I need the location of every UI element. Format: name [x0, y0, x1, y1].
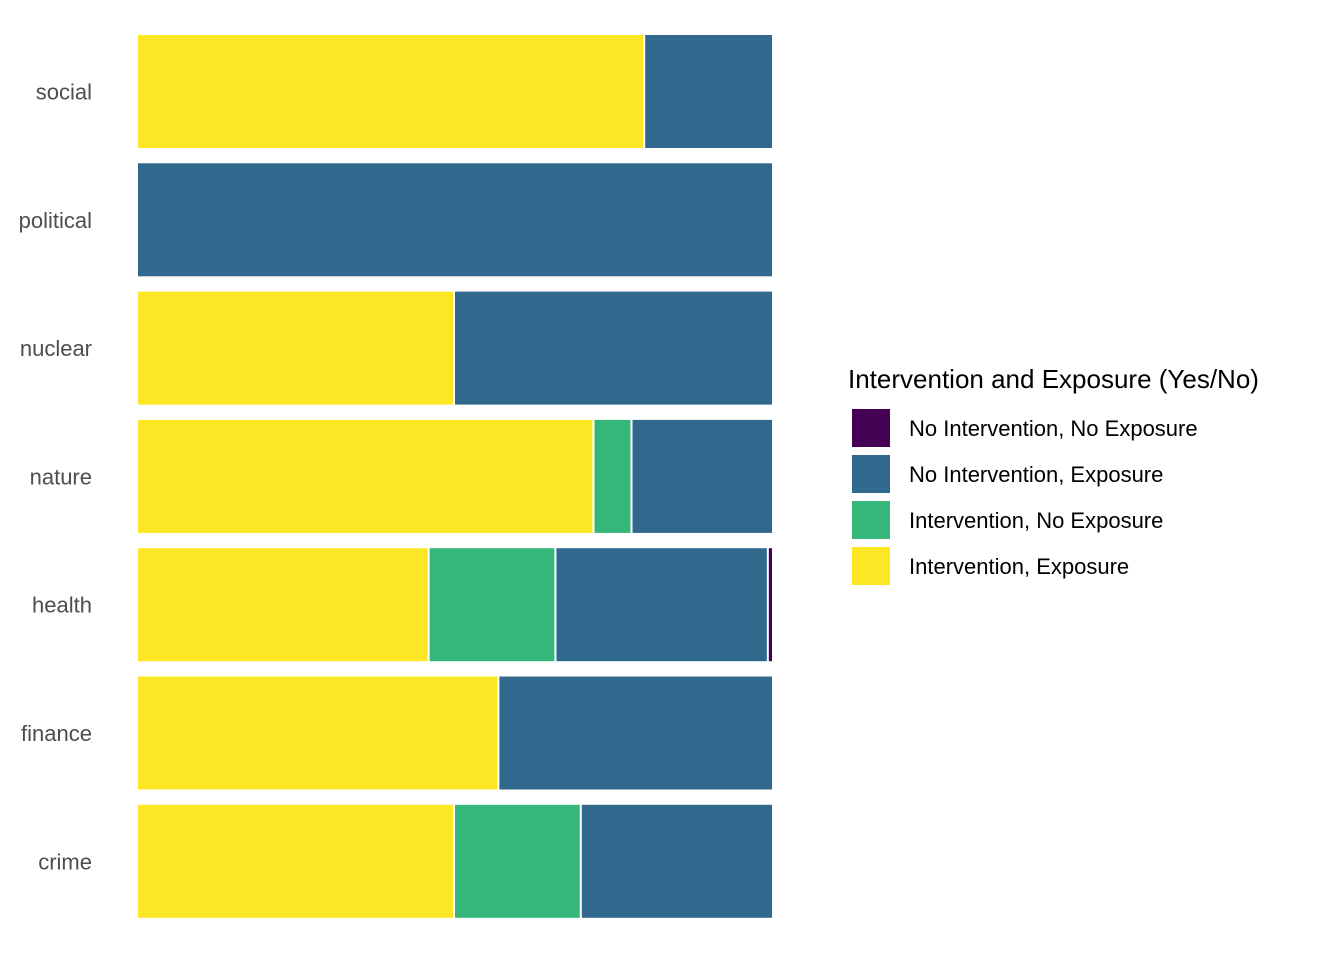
legend-label-1: No Intervention, No Exposure [909, 416, 1198, 441]
y-tick-label-political: political [19, 208, 92, 233]
legend-title: Intervention and Exposure (Yes/No) [848, 364, 1259, 394]
bar-nature-no-intervention-exposure [632, 419, 772, 533]
bar-social-no-intervention-exposure [645, 35, 772, 148]
bar-social-intervention-exposure [138, 35, 644, 148]
legend-key-2 [852, 455, 890, 493]
bar-finance-intervention-exposure [138, 676, 498, 790]
bar-nuclear-no-intervention-exposure [455, 291, 772, 405]
legend-label-3: Intervention, No Exposure [909, 508, 1163, 533]
legend-key-4 [852, 547, 890, 585]
bar-health-no-intervention-no-exposure [768, 548, 772, 662]
bar-finance-no-intervention-exposure [499, 676, 772, 790]
bar-crime-no-intervention-exposure [581, 804, 772, 918]
bar-health-intervention-exposure [138, 548, 428, 662]
y-tick-label-nature: nature [30, 464, 92, 489]
legend: Intervention and Exposure (Yes/No) No In… [848, 364, 1259, 585]
bar-nature-intervention-no-exposure [594, 419, 631, 533]
bar-crime-intervention-no-exposure [455, 804, 580, 918]
bar-nature-intervention-exposure [138, 419, 593, 533]
y-axis-tick-labels: social political nuclear nature health financ… [19, 80, 92, 875]
y-tick-label-finance: finance [21, 721, 92, 746]
bar-nuclear-intervention-exposure [138, 291, 453, 405]
y-tick-label-nuclear: nuclear [20, 336, 92, 361]
legend-label-2: No Intervention, Exposure [909, 462, 1163, 487]
bar-crime-intervention-exposure [138, 804, 453, 918]
legend-key-3 [852, 501, 890, 539]
y-tick-label-social: social [36, 80, 92, 105]
legend-label-4: Intervention, Exposure [909, 554, 1129, 579]
legend-entries: No Intervention, No Exposure No Intervent… [852, 409, 1198, 585]
y-tick-label-crime: crime [38, 849, 92, 874]
legend-key-1 [852, 409, 890, 447]
bar-health-intervention-no-exposure [429, 548, 555, 662]
bars-layer [138, 35, 772, 918]
bar-political-no-intervention-exposure [138, 163, 772, 277]
y-tick-label-health: health [32, 593, 92, 618]
bar-health-no-intervention-exposure [556, 548, 767, 662]
